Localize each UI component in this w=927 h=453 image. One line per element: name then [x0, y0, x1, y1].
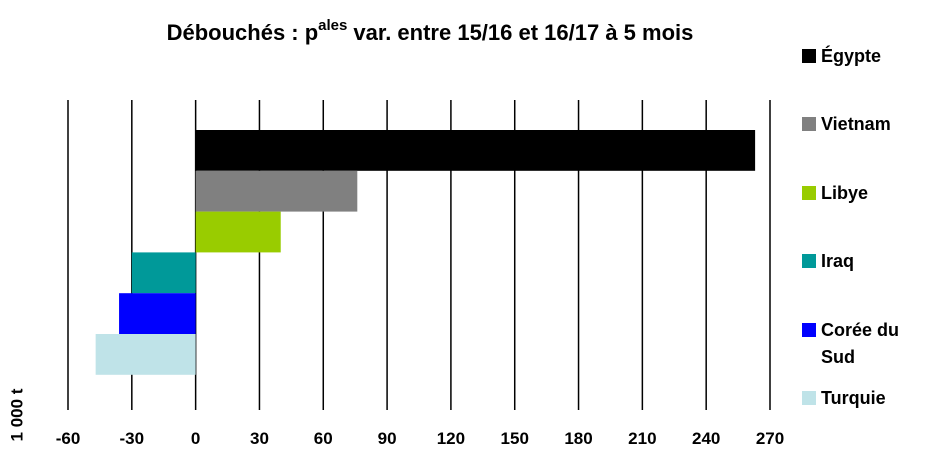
axis-label: 1 000 t [7, 388, 26, 441]
x-tick-label: 240 [692, 429, 720, 448]
legend-item: Turquie [802, 385, 912, 412]
bar [119, 293, 196, 334]
legend-item: Égypte [802, 43, 912, 70]
x-tick-label: 120 [437, 429, 465, 448]
x-tick-label: 150 [501, 429, 529, 448]
title-main: Débouchés : p [167, 20, 319, 45]
legend-item: Corée du Sud [802, 317, 912, 371]
bar [95, 334, 196, 375]
x-tick-label: -60 [56, 429, 81, 448]
chart-title: Débouchés : pales var. entre 15/16 et 16/… [167, 17, 694, 45]
title-rest: var. entre 15/16 et 16/17 à 5 mois [353, 20, 693, 45]
legend-label: Libye [821, 182, 869, 203]
legend-swatch [802, 185, 816, 200]
x-tick-label: -30 [120, 429, 145, 448]
x-tick-label: 90 [378, 429, 397, 448]
bar [195, 211, 281, 253]
legend-label: Turquie [821, 388, 886, 408]
legend-swatch [802, 322, 816, 337]
legend-swatch [802, 49, 816, 63]
legend-item: Libye [802, 180, 912, 207]
bar [131, 252, 196, 294]
bar [195, 130, 756, 171]
x-tick-label: 270 [756, 429, 784, 448]
title-superscript: ales [318, 17, 347, 34]
x-tick-label: 30 [250, 429, 269, 448]
legend-item: Vietnam [802, 111, 912, 138]
legend-swatch [802, 117, 816, 132]
x-tick-label: 0 [191, 429, 200, 448]
legend-swatch [802, 254, 816, 269]
x-tick-label: 180 [564, 429, 592, 448]
legend-swatch [802, 391, 816, 405]
legend-label: Vietnam [821, 114, 891, 135]
x-tick-label: 60 [314, 429, 333, 448]
bar [195, 170, 358, 212]
legend-label: Corée du Sud [821, 319, 900, 367]
legend-item: Iraq [802, 248, 912, 275]
x-tick-label: 210 [628, 429, 656, 448]
legend-label: Égypte [821, 46, 882, 66]
legend-label: Iraq [821, 251, 855, 272]
